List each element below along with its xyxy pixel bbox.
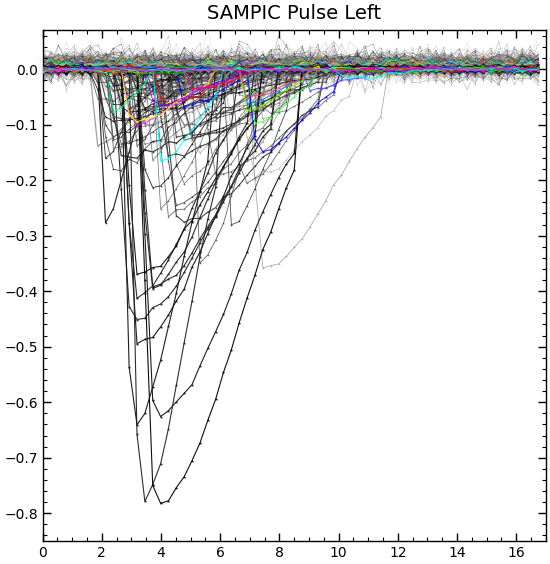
Title: SAMPIC Pulse Left: SAMPIC Pulse Left <box>207 4 381 23</box>
